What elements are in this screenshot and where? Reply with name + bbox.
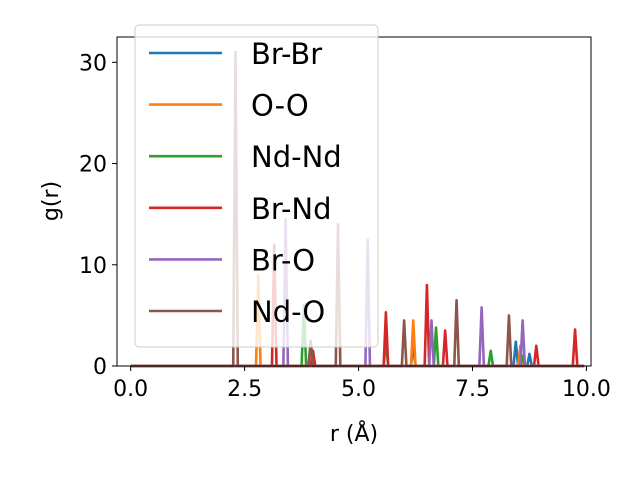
x-tick-label: 7.5	[455, 377, 490, 402]
legend-label: Nd-O	[251, 295, 325, 329]
legend: Br-Br O-O Nd-Nd Br-Nd Br-O Nd-O	[134, 24, 379, 348]
x-tick-label: 10.0	[562, 377, 611, 402]
x-axis-ticks: 0.0 2.5 5.0 7.5 10.0	[113, 366, 611, 402]
y-axis-ticks: 0 10 20 30	[79, 51, 117, 380]
y-tick-label: 20	[79, 153, 107, 178]
x-axis-label: r (Å)	[330, 420, 378, 447]
x-tick-label: 2.5	[227, 377, 262, 402]
x-tick-label: 0.0	[113, 377, 148, 402]
y-axis-label: g(r)	[39, 181, 64, 221]
legend-label: Br-Nd	[251, 192, 332, 226]
legend-label: Br-Br	[251, 37, 322, 71]
y-tick-label: 30	[79, 51, 107, 76]
legend-label: Br-O	[251, 243, 315, 277]
legend-label: Nd-Nd	[251, 140, 342, 174]
x-tick-label: 5.0	[341, 377, 376, 402]
legend-label: O-O	[251, 89, 309, 123]
y-tick-label: 0	[93, 355, 107, 380]
y-tick-label: 10	[79, 254, 107, 279]
